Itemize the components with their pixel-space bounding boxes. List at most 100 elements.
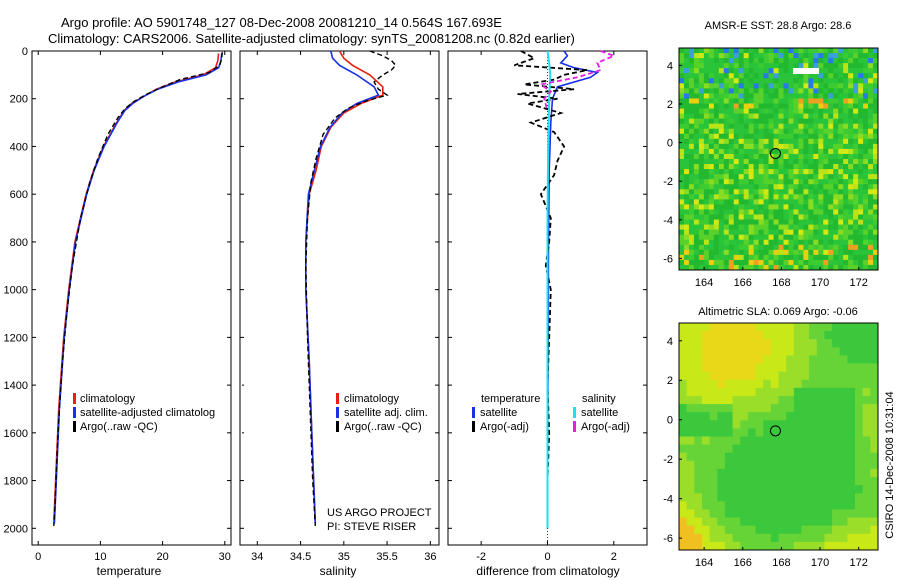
heatmap-cell bbox=[823, 48, 829, 54]
heatmap-cell bbox=[833, 103, 839, 110]
heatmap-cell bbox=[698, 174, 705, 180]
heatmap-cell bbox=[853, 73, 859, 79]
x-tick-label: 2 bbox=[611, 551, 617, 563]
heatmap-cell bbox=[724, 468, 734, 478]
heatmap-cell bbox=[873, 249, 878, 256]
heatmap-cell bbox=[718, 108, 725, 115]
heatmap-cell bbox=[786, 379, 795, 389]
heatmap-cell bbox=[723, 259, 730, 266]
heatmap-cell bbox=[803, 224, 809, 231]
heatmap-cell bbox=[728, 179, 735, 185]
heatmap-cell bbox=[732, 387, 741, 397]
heatmap-cell bbox=[786, 339, 795, 348]
heatmap-cell bbox=[773, 264, 780, 270]
heatmap-cell bbox=[738, 209, 745, 216]
heatmap-cell bbox=[833, 184, 839, 190]
heatmap-cell bbox=[679, 229, 685, 236]
heatmap-cell bbox=[773, 224, 780, 231]
heatmap-cell bbox=[698, 264, 705, 270]
heatmap-cell bbox=[793, 264, 799, 270]
heatmap-cell bbox=[873, 229, 878, 236]
heatmap-cell bbox=[848, 93, 854, 100]
heatmap-cell bbox=[783, 93, 790, 100]
heatmap-cell bbox=[698, 118, 705, 125]
heatmap-cell bbox=[717, 371, 726, 381]
heatmap-cell bbox=[679, 234, 685, 241]
heatmap-cell bbox=[783, 103, 790, 110]
heatmap-cell bbox=[818, 214, 824, 221]
heatmap-cell bbox=[809, 493, 818, 502]
heatmap-cell bbox=[838, 118, 844, 125]
heatmap-cell bbox=[718, 244, 725, 251]
heatmap-cell bbox=[732, 501, 741, 511]
heatmap-cell bbox=[738, 73, 745, 79]
heatmap-cell bbox=[733, 68, 740, 74]
heatmap-cell bbox=[753, 68, 760, 74]
heatmap-cell bbox=[713, 128, 720, 135]
heatmap-cell bbox=[679, 133, 685, 140]
heatmap-cell bbox=[818, 239, 824, 246]
heatmap-cell bbox=[838, 113, 844, 120]
heatmap-cell bbox=[717, 452, 726, 462]
heatmap-cell bbox=[708, 219, 715, 226]
heatmap-cell bbox=[717, 395, 726, 405]
heatmap-cell bbox=[870, 485, 878, 494]
heatmap-cell bbox=[853, 148, 859, 155]
heatmap-cell bbox=[733, 229, 740, 236]
heatmap-cell bbox=[818, 123, 824, 130]
heatmap-cell bbox=[833, 174, 839, 180]
heatmap-cell bbox=[808, 229, 814, 236]
heatmap-cell bbox=[733, 199, 740, 206]
heatmap-cell bbox=[858, 68, 864, 74]
heatmap-cell bbox=[853, 108, 859, 115]
heatmap-cell bbox=[873, 78, 878, 84]
legend-swatch-satellite bbox=[336, 407, 339, 418]
heatmap-cell bbox=[738, 53, 745, 59]
heatmap-cell bbox=[798, 53, 804, 59]
heatmap-cell bbox=[848, 204, 854, 211]
heatmap-cell bbox=[818, 133, 824, 140]
heatmap-cell bbox=[703, 98, 710, 105]
heatmap-cell bbox=[823, 123, 829, 130]
heatmap-cell bbox=[808, 234, 814, 241]
heatmap-cell bbox=[763, 234, 770, 241]
heatmap-cell bbox=[813, 174, 819, 180]
heatmap-cell bbox=[823, 88, 829, 95]
heatmap-cell bbox=[788, 148, 795, 155]
heatmap-cell bbox=[873, 239, 878, 246]
heatmap-cell bbox=[870, 477, 878, 486]
heatmap-cell bbox=[713, 103, 720, 110]
heatmap-cell bbox=[813, 78, 819, 84]
heatmap-cell bbox=[832, 371, 841, 381]
heatmap-cell bbox=[728, 174, 735, 180]
heatmap-cell bbox=[748, 184, 755, 190]
heatmap-cell bbox=[770, 371, 780, 381]
heatmap-cell bbox=[778, 93, 785, 100]
heatmap-cell bbox=[833, 249, 839, 256]
heatmap-cell bbox=[848, 264, 854, 270]
heatmap-cell bbox=[733, 93, 740, 100]
heatmap-cell bbox=[873, 164, 878, 170]
heatmap-cell bbox=[828, 88, 834, 95]
heatmap-cell bbox=[798, 259, 804, 266]
heatmap-cell bbox=[788, 169, 795, 175]
heatmap-cell bbox=[755, 485, 764, 494]
heatmap-cell bbox=[868, 128, 874, 135]
heatmap-cell bbox=[717, 420, 726, 429]
heatmap-cell bbox=[803, 83, 809, 89]
heatmap-cell bbox=[740, 444, 749, 454]
heatmap-cell bbox=[753, 153, 760, 160]
heatmap-cell bbox=[732, 493, 741, 502]
heatmap-cell bbox=[703, 143, 710, 150]
heatmap-cell bbox=[758, 58, 765, 64]
heatmap-cell bbox=[723, 199, 730, 206]
x-tick-label: 34 bbox=[251, 551, 263, 563]
heatmap-cell bbox=[873, 219, 878, 226]
heatmap-cell bbox=[723, 254, 730, 261]
heatmap-cell bbox=[740, 525, 749, 535]
heatmap-cell bbox=[768, 138, 775, 145]
heatmap-cell bbox=[808, 118, 814, 125]
heatmap-cell bbox=[694, 347, 703, 357]
heatmap-cell bbox=[816, 347, 826, 357]
heatmap-cell bbox=[853, 83, 859, 89]
